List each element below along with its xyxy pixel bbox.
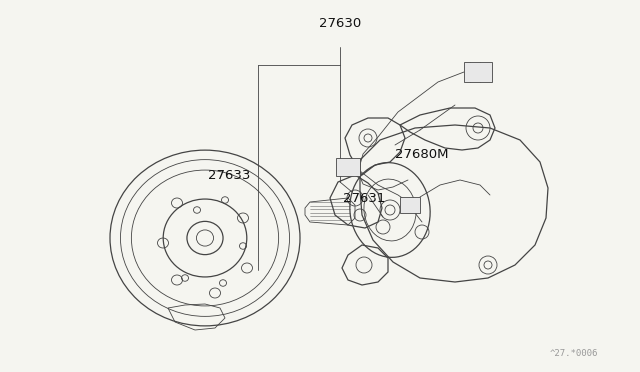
FancyBboxPatch shape bbox=[400, 197, 420, 213]
Text: ^27.*0006: ^27.*0006 bbox=[550, 349, 598, 358]
Text: 27631: 27631 bbox=[343, 192, 385, 205]
FancyBboxPatch shape bbox=[336, 158, 360, 176]
Text: 27630: 27630 bbox=[319, 17, 361, 30]
Text: 27680M: 27680M bbox=[395, 148, 449, 161]
Text: 27633: 27633 bbox=[207, 169, 250, 182]
FancyBboxPatch shape bbox=[464, 62, 492, 82]
